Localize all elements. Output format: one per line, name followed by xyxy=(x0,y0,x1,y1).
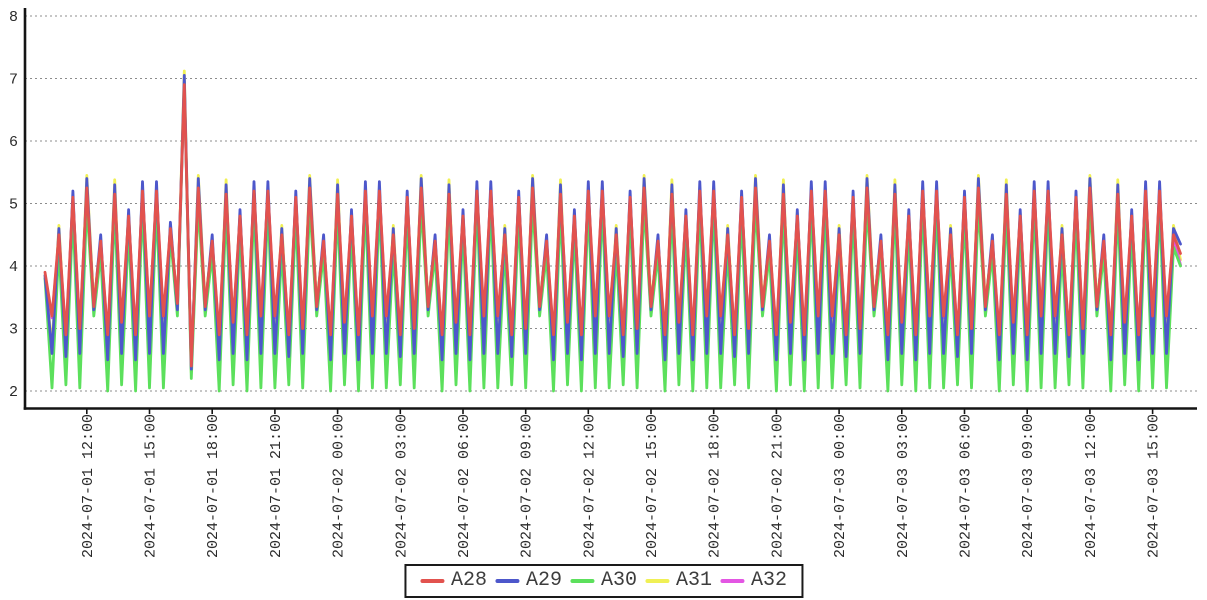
x-tick-label: 2024-07-02 15:00 xyxy=(644,414,661,558)
legend-item-A32: A32 xyxy=(720,569,787,593)
series-line-A28 xyxy=(43,83,1182,368)
x-tick-label: 2024-07-02 06:00 xyxy=(456,414,473,558)
y-tick-label: 3 xyxy=(9,322,18,339)
legend-item-A31: A31 xyxy=(645,569,712,593)
y-tick-label: 6 xyxy=(9,134,18,151)
y-tick-label: 4 xyxy=(9,259,18,276)
y-tick-label: 5 xyxy=(9,197,18,214)
legend-item-A29: A29 xyxy=(494,569,562,593)
chart-legend: A28 A29 A30 A31 A32 xyxy=(403,564,804,598)
y-tick-label: 8 xyxy=(9,9,18,26)
x-tick-label: 2024-07-03 09:00 xyxy=(1020,414,1037,558)
x-tick-label: 2024-07-01 21:00 xyxy=(268,414,285,558)
legend-item-A30: A30 xyxy=(569,569,638,593)
y-tick-label: 2 xyxy=(9,384,18,401)
legend-label: A30 xyxy=(600,569,638,592)
x-tick-label: 2024-07-03 00:00 xyxy=(832,414,849,558)
x-tick-label: 2024-07-01 18:00 xyxy=(205,414,222,558)
x-tick-label: 2024-07-02 09:00 xyxy=(519,414,536,558)
legend-swatch-A32 xyxy=(720,579,745,583)
legend-label: A31 xyxy=(676,569,713,592)
legend-label: A28 xyxy=(450,569,487,592)
legend-label: A32 xyxy=(751,569,788,592)
legend-swatch-A30 xyxy=(569,579,594,583)
x-tick-label: 2024-07-03 03:00 xyxy=(895,414,912,558)
x-tick-label: 2024-07-02 21:00 xyxy=(769,414,786,558)
legend-swatch-A28 xyxy=(419,579,444,583)
y-tick-label: 7 xyxy=(9,72,18,89)
series-line-A30 xyxy=(43,80,1182,393)
x-tick-label: 2024-07-03 12:00 xyxy=(1083,414,1100,558)
x-tick-label: 2024-07-01 12:00 xyxy=(80,414,97,558)
legend-swatch-A31 xyxy=(645,579,670,583)
x-tick-label: 2024-07-03 15:00 xyxy=(1146,414,1163,558)
x-tick-label: 2024-07-01 15:00 xyxy=(143,414,160,558)
legend-swatch-A29 xyxy=(494,579,519,583)
legend-item-A28: A28 xyxy=(419,569,487,593)
x-tick-label: 2024-07-02 12:00 xyxy=(581,414,598,558)
x-tick-label: 2024-07-03 06:00 xyxy=(958,414,975,558)
x-tick-label: 2024-07-02 03:00 xyxy=(393,414,410,558)
legend-label: A29 xyxy=(525,569,562,592)
x-tick-label: 2024-07-02 18:00 xyxy=(707,414,724,558)
x-tick-label: 2024-07-02 00:00 xyxy=(331,414,348,558)
